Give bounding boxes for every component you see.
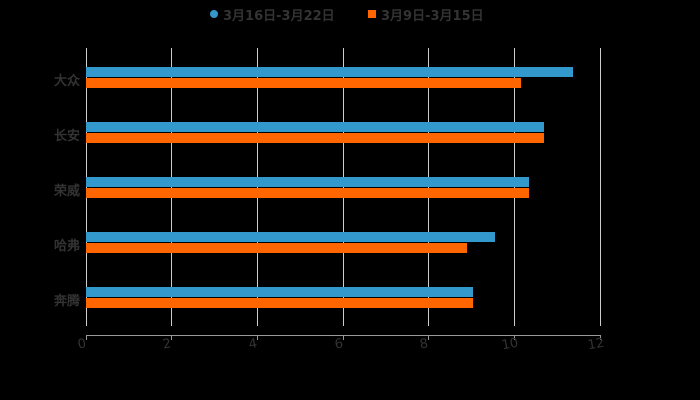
gridline (343, 48, 344, 326)
gridline (428, 48, 429, 326)
square-marker-icon (368, 10, 376, 18)
gridline (171, 48, 172, 326)
category-label: 荣威 (53, 184, 80, 199)
bar[interactable] (86, 243, 467, 253)
x-tick-label: 12 (586, 335, 606, 354)
x-tick (428, 335, 429, 340)
bar[interactable] (86, 67, 573, 77)
x-tick-label: 8 (418, 336, 430, 353)
x-tick (600, 335, 601, 340)
bar[interactable] (86, 133, 544, 143)
category-label: 哈弗 (53, 239, 80, 254)
gridline (257, 48, 258, 326)
x-tick (343, 335, 344, 340)
legend-item-series-2[interactable]: 3月9日-3月15日 (368, 4, 484, 24)
bar[interactable] (86, 122, 544, 132)
circle-marker-icon (210, 10, 218, 18)
x-tick (86, 335, 87, 340)
bar[interactable] (86, 177, 529, 187)
legend-label: 3月16日-3月22日 (223, 8, 335, 24)
gridline (600, 48, 601, 326)
x-tick (257, 335, 258, 340)
y-axis-line (86, 48, 87, 326)
category-label: 长安 (53, 129, 80, 144)
x-tick-label: 2 (161, 336, 173, 353)
chart-legend: 3月16日-3月22日 3月9日-3月15日 (0, 4, 700, 24)
x-tick-label: 0 (76, 336, 88, 353)
bar[interactable] (86, 188, 529, 198)
x-tick (171, 335, 172, 340)
x-tick-label: 10 (500, 335, 520, 354)
category-label: 奔腾 (53, 294, 80, 309)
category-label: 大众 (53, 74, 80, 89)
gridline (514, 48, 515, 326)
bar[interactable] (86, 287, 473, 297)
bar[interactable] (86, 232, 495, 242)
legend-item-series-1[interactable]: 3月16日-3月22日 (210, 4, 335, 24)
legend-label: 3月9日-3月15日 (381, 8, 484, 24)
x-tick-label: 6 (333, 336, 345, 353)
bar[interactable] (86, 298, 473, 308)
x-tick (514, 335, 515, 340)
bar[interactable] (86, 78, 521, 88)
x-tick-label: 4 (247, 336, 259, 353)
